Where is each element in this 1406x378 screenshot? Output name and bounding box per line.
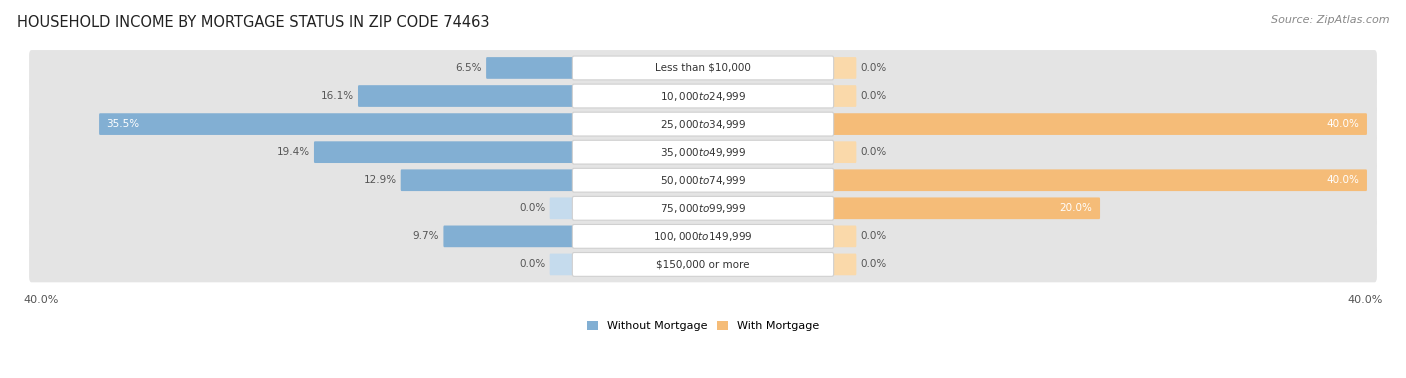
Text: 0.0%: 0.0% [860, 259, 887, 270]
Text: 19.4%: 19.4% [277, 147, 309, 157]
Text: $35,000 to $49,999: $35,000 to $49,999 [659, 146, 747, 159]
Text: 40.0%: 40.0% [1327, 119, 1360, 129]
Text: $75,000 to $99,999: $75,000 to $99,999 [659, 202, 747, 215]
FancyBboxPatch shape [831, 113, 1367, 135]
FancyBboxPatch shape [572, 112, 834, 136]
FancyBboxPatch shape [831, 85, 856, 107]
Text: 9.7%: 9.7% [413, 231, 439, 242]
Text: 0.0%: 0.0% [519, 259, 546, 270]
FancyBboxPatch shape [831, 254, 856, 275]
FancyBboxPatch shape [314, 141, 575, 163]
Text: 40.0%: 40.0% [1327, 175, 1360, 185]
FancyBboxPatch shape [572, 225, 834, 248]
Text: HOUSEHOLD INCOME BY MORTGAGE STATUS IN ZIP CODE 74463: HOUSEHOLD INCOME BY MORTGAGE STATUS IN Z… [17, 15, 489, 30]
Text: 0.0%: 0.0% [860, 231, 887, 242]
FancyBboxPatch shape [831, 141, 856, 163]
FancyBboxPatch shape [831, 226, 856, 247]
FancyBboxPatch shape [572, 140, 834, 164]
FancyBboxPatch shape [30, 246, 1376, 282]
FancyBboxPatch shape [443, 226, 575, 247]
Text: $150,000 or more: $150,000 or more [657, 259, 749, 270]
FancyBboxPatch shape [30, 134, 1376, 170]
Text: 0.0%: 0.0% [860, 147, 887, 157]
Text: $100,000 to $149,999: $100,000 to $149,999 [654, 230, 752, 243]
FancyBboxPatch shape [572, 168, 834, 192]
FancyBboxPatch shape [486, 57, 575, 79]
FancyBboxPatch shape [30, 191, 1376, 226]
FancyBboxPatch shape [831, 57, 856, 79]
FancyBboxPatch shape [30, 106, 1376, 142]
Text: 0.0%: 0.0% [860, 63, 887, 73]
FancyBboxPatch shape [98, 113, 575, 135]
FancyBboxPatch shape [550, 197, 575, 219]
Text: $50,000 to $74,999: $50,000 to $74,999 [659, 174, 747, 187]
FancyBboxPatch shape [30, 78, 1376, 114]
FancyBboxPatch shape [831, 169, 1367, 191]
Text: 12.9%: 12.9% [363, 175, 396, 185]
FancyBboxPatch shape [831, 197, 1099, 219]
FancyBboxPatch shape [30, 162, 1376, 198]
Text: 40.0%: 40.0% [1347, 295, 1382, 305]
FancyBboxPatch shape [572, 56, 834, 80]
FancyBboxPatch shape [550, 254, 575, 275]
FancyBboxPatch shape [572, 253, 834, 276]
FancyBboxPatch shape [359, 85, 575, 107]
Text: 16.1%: 16.1% [321, 91, 354, 101]
Text: 0.0%: 0.0% [519, 203, 546, 213]
FancyBboxPatch shape [572, 197, 834, 220]
Text: Less than $10,000: Less than $10,000 [655, 63, 751, 73]
FancyBboxPatch shape [30, 218, 1376, 254]
Text: $25,000 to $34,999: $25,000 to $34,999 [659, 118, 747, 130]
FancyBboxPatch shape [30, 50, 1376, 86]
Text: 35.5%: 35.5% [107, 119, 139, 129]
Text: 0.0%: 0.0% [860, 91, 887, 101]
Text: 20.0%: 20.0% [1060, 203, 1092, 213]
FancyBboxPatch shape [572, 84, 834, 108]
Text: $10,000 to $24,999: $10,000 to $24,999 [659, 90, 747, 102]
Text: 40.0%: 40.0% [24, 295, 59, 305]
Text: 6.5%: 6.5% [456, 63, 482, 73]
Legend: Without Mortgage, With Mortgage: Without Mortgage, With Mortgage [582, 316, 824, 335]
FancyBboxPatch shape [401, 169, 575, 191]
Text: Source: ZipAtlas.com: Source: ZipAtlas.com [1271, 15, 1389, 25]
